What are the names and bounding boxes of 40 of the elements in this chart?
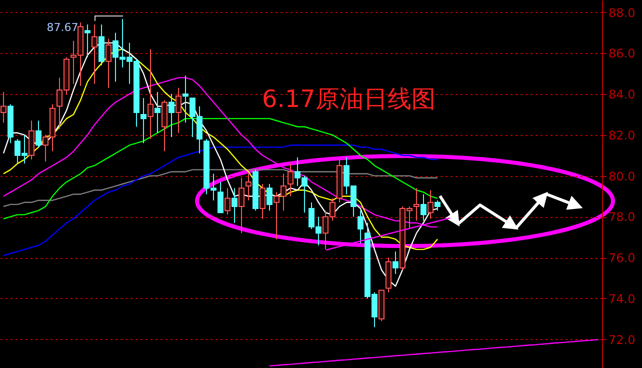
candlestick bbox=[168, 94, 174, 138]
y-tick-label: 74.0 bbox=[608, 292, 636, 306]
candlestick bbox=[420, 194, 426, 222]
candlestick bbox=[232, 188, 238, 224]
candlestick bbox=[238, 177, 244, 234]
candlestick bbox=[36, 120, 42, 148]
candlestick bbox=[428, 190, 434, 220]
y-tick-label: 78.0 bbox=[608, 210, 636, 224]
candlestick bbox=[0, 92, 6, 124]
candlestick bbox=[260, 184, 266, 220]
candlestick bbox=[434, 200, 440, 212]
y-tick-label: 84.0 bbox=[608, 88, 636, 102]
y-tick-label: 80.0 bbox=[608, 169, 636, 184]
line-series bbox=[2, 77, 438, 228]
candlestick bbox=[392, 250, 398, 274]
candlestick bbox=[92, 24, 98, 84]
y-tick-label: 88.0 bbox=[608, 6, 636, 20]
candlestick bbox=[414, 188, 420, 222]
candlestick bbox=[246, 173, 252, 201]
candlestick bbox=[176, 87, 182, 134]
candlestick bbox=[288, 163, 294, 197]
candlestick bbox=[358, 210, 364, 244]
line-series bbox=[2, 118, 438, 220]
y-tick-label: 76.0 bbox=[608, 251, 636, 266]
candlestick bbox=[182, 75, 188, 124]
line-series bbox=[268, 338, 600, 367]
annotation: 87.67 bbox=[46, 21, 78, 34]
candlestick bbox=[140, 98, 146, 144]
y-tick-label: 86.0 bbox=[608, 46, 636, 61]
y-tick-label: 82.0 bbox=[608, 128, 636, 142]
candlestick bbox=[148, 48, 154, 140]
candlestick bbox=[154, 92, 160, 134]
line-series bbox=[2, 144, 438, 256]
candlestick bbox=[224, 188, 230, 216]
y-tick-label: 72.0 bbox=[608, 332, 636, 347]
candlestick bbox=[106, 38, 112, 88]
candlestick bbox=[266, 184, 272, 212]
candlestick bbox=[84, 24, 90, 58]
text: 6.17原油日线图 bbox=[262, 85, 436, 113]
candlestick bbox=[218, 181, 224, 214]
